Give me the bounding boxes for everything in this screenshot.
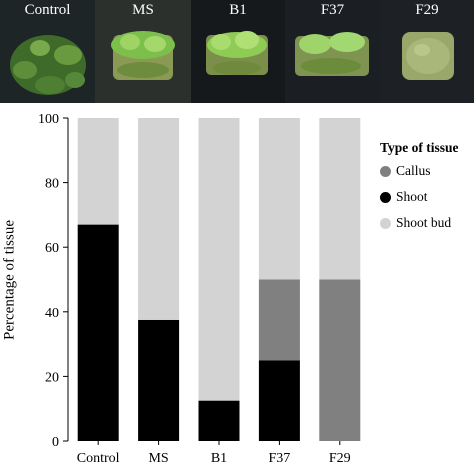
x-tick-label-f37: F37 (269, 451, 291, 466)
legend-label-shoot-bud: Shoot bud (396, 215, 452, 230)
x-tick-label-ms: MS (148, 451, 168, 466)
legend: Type of tissue Callus Shoot Shoot bud (380, 140, 474, 230)
photo-f37: F37 (285, 0, 380, 103)
photo-label-f29: F29 (415, 2, 439, 18)
b1-plant-image (191, 0, 285, 103)
legend-swatch-callus (380, 165, 391, 177)
photo-label-control: Control (24, 2, 71, 18)
y-tick-label-100: 100 (38, 112, 59, 127)
f29-callus-image (380, 0, 474, 103)
axes (63, 117, 341, 445)
bar-f29-callus (319, 279, 361, 441)
ms-plant-image (95, 0, 191, 103)
bar-ms-shoot-bud (138, 118, 180, 320)
legend-label-callus: Callus (396, 163, 431, 178)
legend-swatch-shoot (380, 191, 391, 203)
photo-strip: Control MS B1 F37 (0, 0, 474, 103)
legend-item-shoot-bud: Shoot bud (380, 214, 451, 232)
legend-title: Type of tissue (380, 140, 459, 155)
photo-ms: MS (95, 0, 191, 103)
y-tick-label-0: 0 (52, 435, 59, 450)
bar-b1-shoot (198, 400, 240, 441)
legend-item-callus: Callus (380, 162, 431, 180)
legend-swatch-shoot-bud (380, 217, 391, 229)
y-tick-label-40: 40 (45, 306, 59, 321)
control-plant-image (0, 0, 95, 103)
photo-label-f37: F37 (320, 2, 345, 18)
photo-f29: F29 (380, 0, 474, 103)
y-tick-label-60: 60 (45, 241, 59, 256)
bar-f29-shoot-bud (319, 118, 361, 280)
bar-b1-shoot-bud (198, 118, 240, 401)
x-tick-labels: Control MS B1 F37 F29 (77, 451, 351, 466)
bar-ms-shoot (138, 319, 180, 441)
y-tick-label-80: 80 (45, 177, 59, 192)
bar-control-shoot (77, 224, 119, 441)
photo-label-b1: B1 (229, 2, 247, 18)
legend-item-shoot: Shoot (380, 188, 428, 206)
stacked-bar-chart: 0 20 40 60 80 100 Control MS B1 F37 F29 (38, 112, 361, 466)
bar-f37-shoot-bud (258, 118, 300, 280)
y-axis-label: Percentage of tissue (1, 220, 18, 340)
photo-b1: B1 (191, 0, 285, 103)
f37-plant-image (285, 0, 380, 103)
y-tick-labels: 0 20 40 60 80 100 (38, 112, 59, 450)
bar-f37-callus (258, 279, 300, 361)
photo-label-ms: MS (132, 2, 154, 18)
x-tick-label-b1: B1 (211, 451, 227, 466)
legend-label-shoot: Shoot (396, 189, 428, 204)
x-tick-label-control: Control (77, 451, 120, 466)
bars (77, 118, 361, 441)
bar-control-shoot-bud (77, 118, 119, 225)
y-tick-label-20: 20 (45, 370, 59, 385)
bar-f37-shoot (258, 360, 300, 441)
photo-control: Control (0, 0, 95, 103)
x-tick-label-f29: F29 (329, 451, 351, 466)
